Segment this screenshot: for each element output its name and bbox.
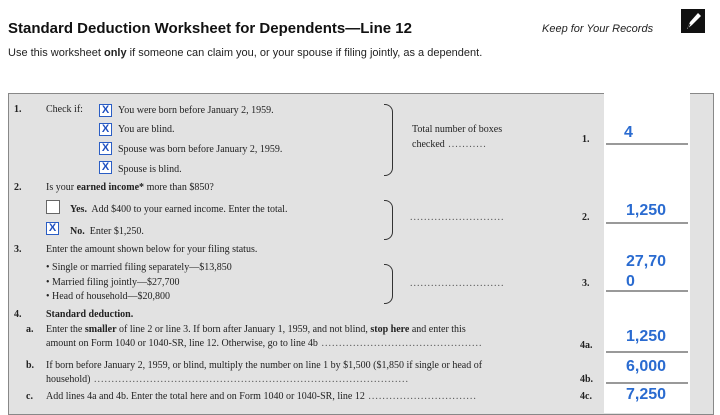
line2-question: Is your earned income* more than $850? [46, 182, 214, 193]
amount-column [604, 93, 690, 413]
line1-number: 1. [14, 104, 22, 115]
t: household) [46, 374, 91, 385]
q-bold: earned income* [76, 182, 145, 193]
no-label: No. [70, 226, 85, 237]
q-post: more than $850? [144, 182, 214, 193]
line4c-ref: 4c. [580, 391, 592, 402]
checkbox-blind[interactable]: X [99, 123, 112, 136]
bullet-text: Married filing jointly—$27,700 [52, 277, 180, 288]
line4c-text: Add lines 4a and 4b. Enter the total her… [46, 391, 477, 402]
line4a-text2: amount on Form 1040 or 1040-SR, line 12.… [46, 338, 483, 349]
t: and enter this [409, 324, 466, 335]
label-spouse-blind: Spouse is blind. [118, 164, 182, 175]
line4b-text: If born before January 2, 1959, or blind… [46, 360, 483, 371]
b: stop here [370, 324, 410, 335]
dot-leader: ........................... [410, 212, 505, 223]
line2-ref: 2. [582, 212, 590, 223]
subtitle-text-end: if someone can claim you, or your spouse… [126, 47, 483, 59]
line3-text: Enter the amount shown below for your fi… [46, 244, 258, 255]
t: amount on Form 1040 or 1040-SR, line 12.… [46, 338, 318, 349]
checkbox-spouse-born-before[interactable]: X [99, 142, 112, 155]
brace [384, 264, 393, 304]
line3-value[interactable]: 27,70 [626, 253, 667, 270]
line1-underline [606, 143, 688, 145]
bullet-single: • Single or married filing separately—$1… [46, 262, 232, 273]
checkbox-born-before[interactable]: X [99, 104, 112, 117]
line4b-text2: household) .............................… [46, 374, 409, 385]
line4b-letter: b. [26, 360, 35, 371]
line4a-value[interactable]: 1,250 [626, 328, 667, 345]
line4-title: Standard deduction. [46, 309, 134, 320]
line1-value[interactable]: 4 [624, 124, 633, 141]
subtitle: Use this worksheet only if someone can c… [8, 47, 482, 59]
no-text: Enter $1,250. [89, 226, 144, 237]
subtitle-bold: only [103, 47, 127, 59]
line2-underline [606, 222, 688, 224]
line1-ref: 1. [582, 134, 590, 145]
yes-option: Yes. Add $400 to your earned income. Ent… [70, 204, 287, 215]
t: of line 2 or line 3. If born after Janua… [116, 324, 371, 335]
b: smaller [84, 324, 117, 335]
bullet-text: Single or married filing separately—$13,… [52, 262, 232, 273]
t: Add lines 4a and 4b. Enter the total her… [46, 391, 365, 402]
line4c-letter: c. [26, 391, 33, 402]
bullet-joint: • Married filing jointly—$27,700 [46, 277, 180, 288]
worksheet-title: Standard Deduction Worksheet for Depende… [8, 20, 412, 37]
yes-text: Add $400 to your earned income. Enter th… [91, 204, 288, 215]
brace [384, 200, 393, 240]
brace [384, 104, 393, 176]
label-spouse-born-before: Spouse was born before January 2, 1959. [118, 144, 283, 155]
q-pre: Is your [46, 182, 77, 193]
dot-leader: ........................... [410, 278, 505, 289]
worksheet-panel [8, 93, 714, 415]
checked-label: checked ........... [412, 139, 487, 150]
line3-underline [606, 290, 688, 292]
line2-number: 2. [14, 182, 22, 193]
line4b-ref: 4b. [580, 374, 594, 385]
t: Enter the [46, 324, 85, 335]
bullet-hoh: • Head of household—$20,800 [46, 291, 171, 302]
line3-ref: 3. [582, 278, 590, 289]
no-option: No. Enter $1,250. [70, 226, 144, 237]
subtitle-text: Use this worksheet [8, 47, 104, 59]
line3-number: 3. [14, 244, 22, 255]
label-blind: You are blind. [118, 124, 175, 135]
checkbox-no[interactable]: X [46, 222, 59, 235]
yes-label: Yes. [70, 204, 87, 215]
label-born-before: You were born before January 2, 1959. [118, 105, 274, 116]
bullet-text: Head of household—$20,800 [52, 291, 171, 302]
line3-value-wrap[interactable]: 0 [626, 273, 635, 290]
line4a-text: Enter the smaller of line 2 or line 3. I… [46, 324, 466, 335]
total-boxes-label: Total number of boxes [412, 124, 503, 135]
line4a-letter: a. [26, 324, 34, 335]
checkbox-yes[interactable] [46, 200, 60, 214]
pen-icon [681, 9, 705, 33]
line4a-ref: 4a. [580, 340, 593, 351]
checkbox-spouse-blind[interactable]: X [99, 161, 112, 174]
checked-text: checked [412, 139, 445, 150]
line4-number: 4. [14, 309, 22, 320]
line4c-value[interactable]: 7,250 [626, 386, 667, 403]
line4b-underline [606, 382, 688, 384]
line4b-value[interactable]: 6,000 [626, 358, 667, 375]
keep-for-records: Keep for Your Records [542, 23, 654, 35]
line2-value[interactable]: 1,250 [626, 202, 667, 219]
check-if-label: Check if: [46, 104, 83, 115]
line4a-underline [606, 351, 688, 353]
